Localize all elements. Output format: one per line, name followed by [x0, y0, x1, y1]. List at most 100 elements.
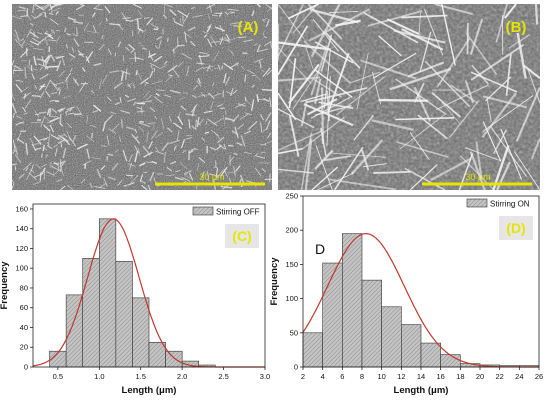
needle-crystal [149, 70, 154, 79]
needle-crystal [156, 36, 163, 41]
y-tick-label: 150 [285, 260, 298, 269]
needle-crystal [38, 111, 47, 114]
needle-crystal [72, 20, 84, 25]
needle-crystal [155, 45, 158, 49]
needle-crystal [320, 128, 327, 156]
needle-crystal [54, 81, 65, 86]
panel-label: (C) [232, 228, 251, 244]
needle-crystal [33, 172, 44, 178]
needle-crystal [201, 137, 205, 142]
needle-crystal [121, 12, 128, 22]
needle-crystal [30, 121, 43, 124]
needle-crystal [107, 176, 116, 181]
needle-crystal [401, 28, 444, 51]
needle-crystal [395, 117, 455, 121]
scale-label-b: 30 μm [465, 172, 490, 182]
needle-crystal [264, 141, 273, 145]
needle-crystal [22, 162, 32, 171]
needle-crystal [264, 112, 272, 123]
needle-crystal [182, 149, 187, 154]
needle-crystal [367, 10, 423, 27]
needle-crystal [102, 121, 107, 132]
needle-crystal [209, 4, 213, 13]
needle-crystal [181, 52, 193, 60]
legend-swatch [192, 206, 214, 216]
needle-crystal [75, 4, 85, 11]
needle-crystal [163, 3, 173, 8]
x-tick-label: 6 [340, 372, 344, 381]
needle-crystal [65, 44, 69, 49]
needle-crystal [471, 64, 490, 85]
needle-crystal [11, 15, 23, 20]
needle-crystal [136, 18, 140, 29]
needle-crystal [233, 152, 238, 156]
needle-crystal [31, 95, 41, 98]
needle-crystal [310, 3, 341, 58]
needle-crystal [166, 37, 169, 43]
needle-crystal [435, 84, 489, 111]
needle-crystal [103, 177, 108, 187]
needle-crystal [33, 56, 37, 66]
needle-crystal [169, 139, 180, 145]
needle-crystal [470, 71, 518, 93]
y-tick-label: 40 [20, 323, 28, 332]
needle-crystal [292, 3, 318, 34]
needle-crystal [232, 89, 238, 95]
needle-crystal [109, 23, 121, 26]
needle-crystal [151, 130, 158, 140]
needle-crystal [61, 96, 71, 99]
needle-crystal [50, 134, 60, 141]
needle-crystal [76, 27, 78, 37]
needle-crystal [35, 164, 42, 169]
needle-texture-a [11, 3, 273, 191]
needle-crystal [228, 144, 234, 147]
needle-crystal [436, 37, 471, 88]
histogram-bar [361, 279, 382, 368]
needle-crystal [37, 32, 43, 35]
needle-crystal [321, 87, 325, 144]
needle-crystal [45, 90, 51, 98]
needle-crystal [14, 29, 20, 41]
needle-crystal [186, 65, 190, 77]
needle-crystal [86, 30, 99, 34]
needle-crystal [211, 14, 218, 17]
needle-crystal [323, 155, 352, 162]
needle-crystal [481, 92, 517, 139]
needle-crystal [39, 66, 43, 71]
needle-crystal [204, 131, 210, 134]
needle-crystal [407, 61, 445, 78]
sem-image-a: (A) 30 μm [11, 3, 273, 191]
needle-crystal [504, 3, 517, 19]
needle-crystal [219, 36, 224, 46]
needle-crystal [240, 65, 246, 71]
needle-crystal [98, 21, 103, 26]
needle-crystal [50, 29, 53, 34]
needle-crystal [256, 3, 262, 8]
y-tick-label: 50 [290, 328, 298, 337]
needle-crystal [56, 178, 63, 183]
needle-crystal [372, 52, 417, 79]
needle-crystal [409, 132, 430, 160]
histogram-bar [342, 233, 363, 368]
x-tick-label: 1.5 [135, 372, 145, 381]
needle-crystal [399, 114, 445, 150]
needle-crystal [287, 3, 320, 20]
needle-crystal [277, 92, 297, 121]
needle-crystal [119, 97, 122, 103]
needle-crystal [199, 51, 210, 55]
histogram-bar [420, 342, 441, 368]
needle-crystal [240, 135, 246, 147]
needle-crystal [206, 64, 211, 72]
needle-crystal [196, 162, 200, 171]
needle-crystal [11, 163, 17, 166]
needle-crystal [139, 174, 144, 182]
needle-crystal [51, 29, 56, 35]
needle-crystal [198, 118, 205, 126]
x-tick-label: 4 [321, 372, 325, 381]
needle-crystal [188, 172, 194, 181]
needle-crystal [196, 80, 202, 87]
needle-crystal [312, 19, 339, 52]
needle-crystal [150, 64, 153, 70]
needle-crystal [314, 69, 353, 98]
needle-crystal [142, 145, 151, 156]
